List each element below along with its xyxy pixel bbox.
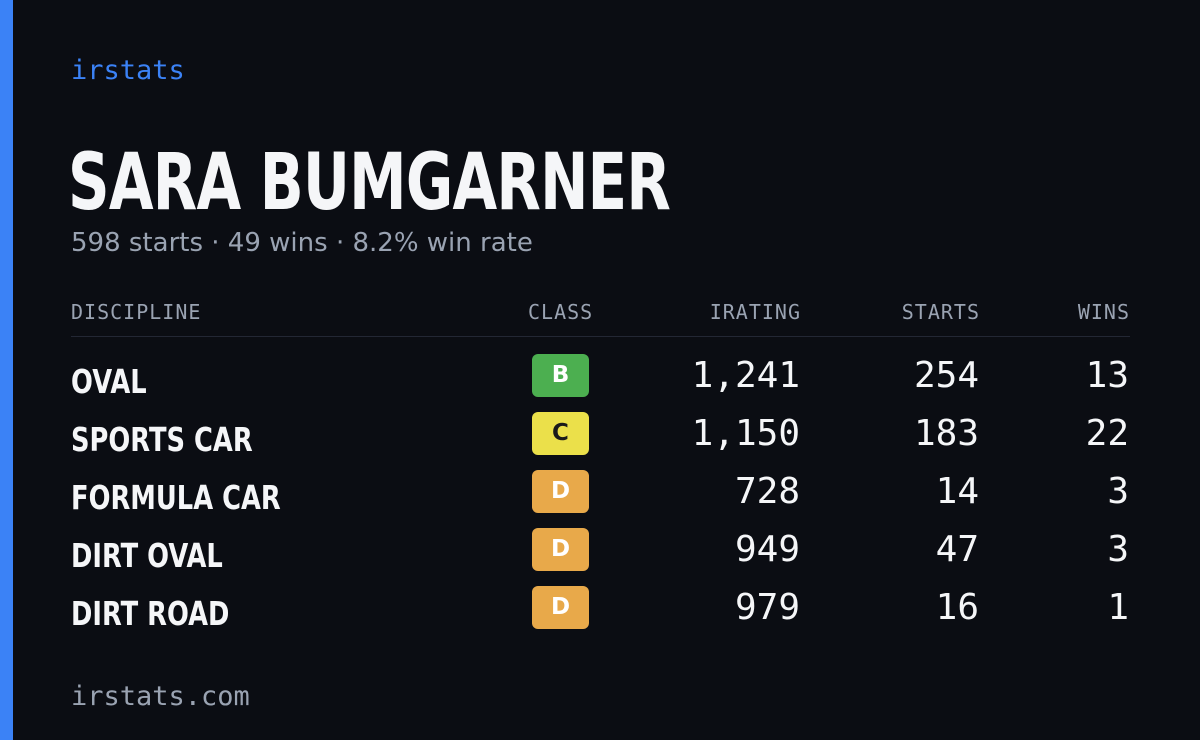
- header-starts: STARTS: [901, 300, 980, 324]
- starts-value: 14: [935, 471, 979, 512]
- irating-value: 979: [734, 587, 800, 628]
- footer-url[interactable]: irstats.com: [71, 681, 250, 712]
- wins-value: 1: [1107, 587, 1129, 628]
- table-row: FORMULA CAR D 728 14 3: [71, 470, 1130, 528]
- table-row: OVAL B 1,241 254 13: [71, 354, 1130, 412]
- wins-value: 13: [1085, 355, 1129, 396]
- starts-total: 598 starts: [71, 228, 203, 258]
- discipline-name: OVAL: [71, 362, 147, 401]
- starts-value: 254: [913, 355, 979, 396]
- driver-summary: 598 starts · 49 wins · 8.2% win rate: [71, 228, 533, 258]
- license-class-badge: D: [532, 470, 589, 513]
- wins-total: 49 wins: [227, 228, 328, 258]
- starts-value: 183: [913, 413, 979, 454]
- win-rate: 8.2% win rate: [352, 228, 533, 258]
- discipline-name: DIRT ROAD: [71, 594, 230, 633]
- irating-value: 1,150: [691, 413, 800, 454]
- license-class-badge: D: [532, 528, 589, 571]
- starts-value: 47: [935, 529, 979, 570]
- irating-value: 1,241: [691, 355, 800, 396]
- header-discipline: DISCIPLINE: [71, 300, 202, 324]
- discipline-name: DIRT OVAL: [71, 536, 223, 575]
- separator-dot: ·: [335, 228, 345, 258]
- header-irating: IRATING: [709, 300, 801, 324]
- wins-value: 22: [1085, 413, 1129, 454]
- driver-name: SARA BUMGARNER: [68, 138, 671, 228]
- table-row: DIRT ROAD D 979 16 1: [71, 586, 1130, 644]
- discipline-name: SPORTS CAR: [71, 420, 253, 459]
- accent-bar: [0, 0, 13, 740]
- separator-dot: ·: [211, 228, 220, 258]
- license-class-badge: C: [532, 412, 589, 455]
- table-row: DIRT OVAL D 949 47 3: [71, 528, 1130, 586]
- table-row: SPORTS CAR C 1,150 183 22: [71, 412, 1130, 470]
- header-class: CLASS: [528, 300, 594, 324]
- brand-logo[interactable]: irstats: [71, 55, 185, 86]
- wins-value: 3: [1107, 529, 1129, 570]
- starts-value: 16: [935, 587, 979, 628]
- table-header: DISCIPLINE CLASS IRATING STARTS WINS: [71, 300, 1130, 337]
- license-class-badge: B: [532, 354, 589, 397]
- license-class-badge: D: [532, 586, 589, 629]
- wins-value: 3: [1107, 471, 1129, 512]
- discipline-name: FORMULA CAR: [71, 478, 281, 517]
- irating-value: 949: [734, 529, 800, 570]
- irating-value: 728: [734, 471, 800, 512]
- header-wins: WINS: [1077, 300, 1130, 324]
